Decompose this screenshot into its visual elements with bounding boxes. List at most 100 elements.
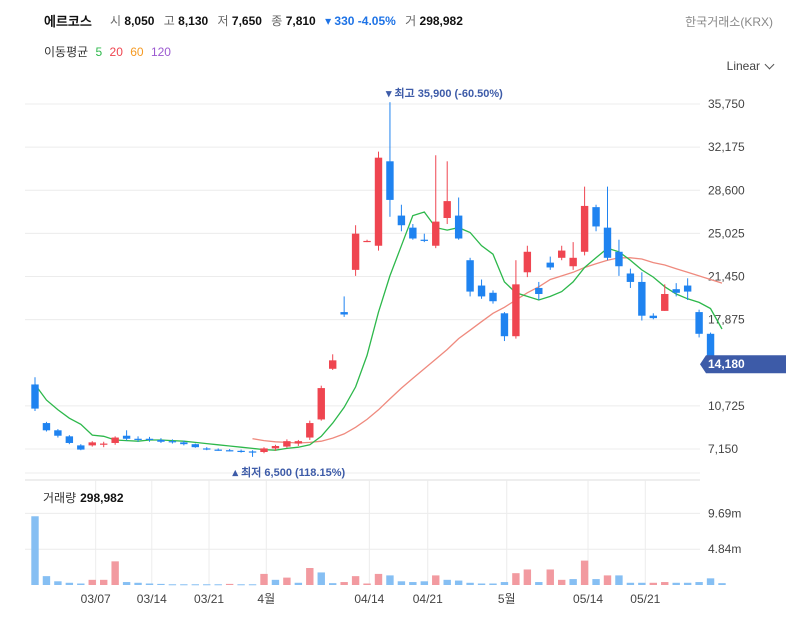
volume-bar: [512, 573, 520, 585]
ma-legend-5[interactable]: 5: [95, 45, 103, 59]
candle-body: [592, 207, 600, 227]
candle-body: [237, 450, 245, 453]
candle-body: [615, 251, 623, 267]
x-tick-label: 05/14: [573, 592, 603, 606]
volume-tick-label: 9.69m: [708, 506, 741, 520]
volume-bar: [203, 584, 211, 586]
y-tick-label: 25,025: [708, 226, 745, 240]
candle-body: [432, 221, 440, 246]
volume-bar: [329, 583, 337, 585]
volume-bar: [77, 583, 85, 585]
candle-body: [122, 435, 131, 439]
chart-header: 에르코스 시 8,050 고 8,130 저 7,650 종 7,810 ▾ 3…: [0, 0, 800, 90]
ma-legend: 이동평균 5 20 60 120: [44, 43, 171, 60]
volume-bar: [638, 582, 646, 585]
y-tick-label: 17,875: [708, 313, 745, 327]
volume-value: 298,982: [419, 14, 463, 28]
volume-bar: [706, 578, 715, 585]
candle-body: [546, 262, 554, 268]
ma-legend-20[interactable]: 20: [109, 45, 123, 59]
volume-bar: [432, 575, 440, 585]
volume-bar: [374, 573, 383, 585]
low-annotation: ▴ 최저 6,500 (118.15%): [232, 465, 346, 479]
quote-summary: 시 8,050 고 8,130 저 7,650 종 7,810 ▾ 330 -4…: [110, 12, 469, 29]
candle-body: [42, 423, 51, 431]
volume-bar: [260, 573, 268, 585]
volume-bar: [317, 572, 325, 585]
volume-bar: [42, 576, 51, 585]
candle-body: [363, 240, 371, 243]
ma-legend-60[interactable]: 60: [130, 45, 144, 59]
volume-bar: [397, 581, 406, 585]
volume-panel-label: 거래량 298,982: [43, 489, 124, 506]
volume-bar: [683, 582, 692, 585]
high-label: 고: [163, 14, 175, 28]
candle-body: [374, 157, 383, 246]
ma-legend-120[interactable]: 120: [150, 45, 171, 59]
ma20-line: [252, 257, 723, 444]
volume-bar: [65, 582, 74, 585]
volume-bar: [603, 575, 612, 585]
volume-bar: [191, 584, 199, 586]
candle-body: [260, 448, 268, 453]
exchange-name: 한국거래소(KRX): [685, 15, 773, 29]
candle-body: [489, 292, 497, 302]
candle-body: [329, 360, 337, 369]
volume-bar: [615, 575, 623, 585]
volume-bar: [122, 582, 131, 585]
y-tick-label: 32,175: [708, 140, 745, 154]
x-tick-label: 03/07: [81, 592, 111, 606]
open-value: 8,050: [124, 14, 155, 28]
volume-bar: [351, 576, 360, 585]
volume-bar: [672, 582, 680, 585]
volume-label: 거: [405, 14, 417, 28]
candle-body: [248, 451, 257, 453]
candle-body: [191, 444, 199, 448]
volume-panel-title: 거래량: [43, 491, 77, 505]
volume-bar: [489, 583, 497, 585]
volume-bar: [134, 582, 142, 585]
volume-bar: [661, 582, 669, 585]
candle-body: [397, 215, 406, 226]
candle-body: [569, 257, 577, 267]
candle-body: [626, 273, 635, 282]
volume-bar: [592, 579, 600, 585]
volume-bar: [409, 582, 417, 585]
candle-body: [306, 423, 314, 438]
y-tick-label: 35,750: [708, 97, 745, 111]
volume-bar: [111, 561, 119, 585]
volume-bar: [168, 584, 177, 586]
volume-panel-value: 298,982: [80, 491, 124, 505]
scale-label: Linear: [726, 59, 760, 73]
candle-body: [500, 313, 509, 337]
volume-bar: [237, 584, 245, 586]
volume-bar: [546, 569, 554, 585]
candle-body: [443, 201, 451, 218]
candle-body: [317, 388, 325, 420]
low-label: 저: [217, 14, 229, 28]
candle-body: [168, 441, 177, 443]
y-tick-label: 21,450: [708, 270, 745, 284]
candle-body: [409, 227, 417, 239]
volume-bar: [466, 582, 474, 585]
volume-bar: [100, 579, 108, 585]
candle-body: [100, 443, 108, 445]
volume-bar: [626, 582, 635, 585]
candle-body: [31, 384, 39, 409]
candle-body: [683, 285, 692, 292]
candle-body: [580, 205, 589, 252]
close-value: 7,810: [285, 14, 316, 28]
x-tick-label: 04/14: [354, 592, 384, 606]
volume-bar: [145, 583, 154, 585]
x-tick-label: 03/21: [194, 592, 224, 606]
volume-bar: [580, 560, 589, 585]
volume-bar: [225, 583, 234, 585]
candle-body: [420, 239, 428, 241]
scale-dropdown[interactable]: Linear: [726, 59, 775, 73]
volume-tick-label: 4.84m: [708, 542, 741, 556]
candle-body: [638, 281, 646, 316]
low-value: 7,650: [231, 14, 262, 28]
volume-bar: [306, 568, 314, 585]
candle-body: [294, 441, 303, 444]
